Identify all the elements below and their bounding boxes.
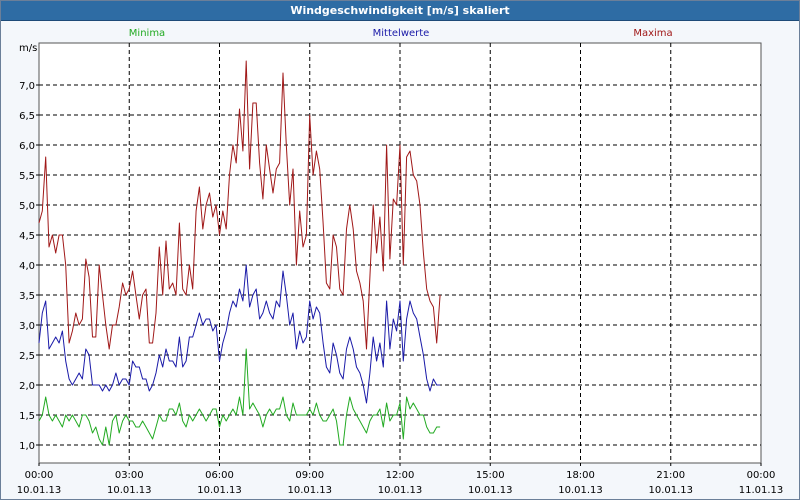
x-tick-time-label: 12:00 [386,470,415,481]
y-tick-label: 6,0 [19,141,35,152]
y-tick-label: 4,0 [19,261,35,272]
title-bar: Windgeschwindigkeit [m/s] skaliert [1,1,799,21]
legend-mittelwerte: Mittelwerte [373,28,430,39]
y-tick-label: 3,5 [19,291,35,302]
legend-maxima: Maxima [633,28,672,39]
series-line-minima [38,348,441,446]
series-line-maxima [38,60,441,350]
y-axis: 1,0 1,5 2,0 2,5 3,0 3,5 4,0 4,5 5,0 5,5 6,0 6,5 7,0 [19,81,39,452]
x-tick-date-label: 10.01.13 [107,485,152,496]
y-tick-label: 6,5 [19,111,35,122]
x-tick-date-label: 10.01.13 [17,485,62,496]
y-tick-label: 5,0 [19,201,35,212]
x-tick-time-label: 18:00 [566,470,595,481]
x-tick-time-label: 15:00 [476,470,505,481]
x-tick-date-label: 10.01.13 [197,485,242,496]
x-tick-date-label: 10.01.13 [468,485,513,496]
x-axis: 00:00 10.01.13 03:00 10.01.13 06:00 10.01.13 0… [17,463,784,496]
x-tick-time-label: 03:00 [115,470,144,481]
y-tick-label: 3,0 [19,321,35,332]
y-tick-label: 1,0 [19,441,35,452]
y-tick-label: 7,0 [19,81,35,92]
x-tick-time-label: 00:00 [747,470,776,481]
x-tick-time-label: 09:00 [295,470,324,481]
y-tick-label: 4,5 [19,231,35,242]
y-tick-label: 1,5 [19,411,35,422]
x-tick-time-label: 00:00 [25,470,54,481]
x-tick-date-label: 10.01.13 [378,485,423,496]
x-tick-date-label: 10.01.13 [287,485,332,496]
x-tick-date-label: 10.01.13 [558,485,603,496]
x-tick-time-label: 06:00 [205,470,234,481]
y-tick-label: 5,5 [19,171,35,182]
window-title: Windgeschwindigkeit [m/s] skaliert [290,4,510,17]
y-tick-label: 2,5 [19,351,35,362]
legend-minima: Minima [129,28,165,39]
series-lines [38,60,441,446]
y-axis-unit-label: m/s [19,43,37,54]
chart-area: 1,01,52,02,53,03,54,04,55,05,56,06,57,0 … [17,28,784,496]
y-tick-label: 2,0 [19,381,35,392]
x-tick-date-label: 10.01.13 [648,485,693,496]
series-line-mittelwerte [38,264,441,404]
x-tick-time-label: 21:00 [656,470,685,481]
x-tick-date-label: 11.01.13 [739,485,784,496]
